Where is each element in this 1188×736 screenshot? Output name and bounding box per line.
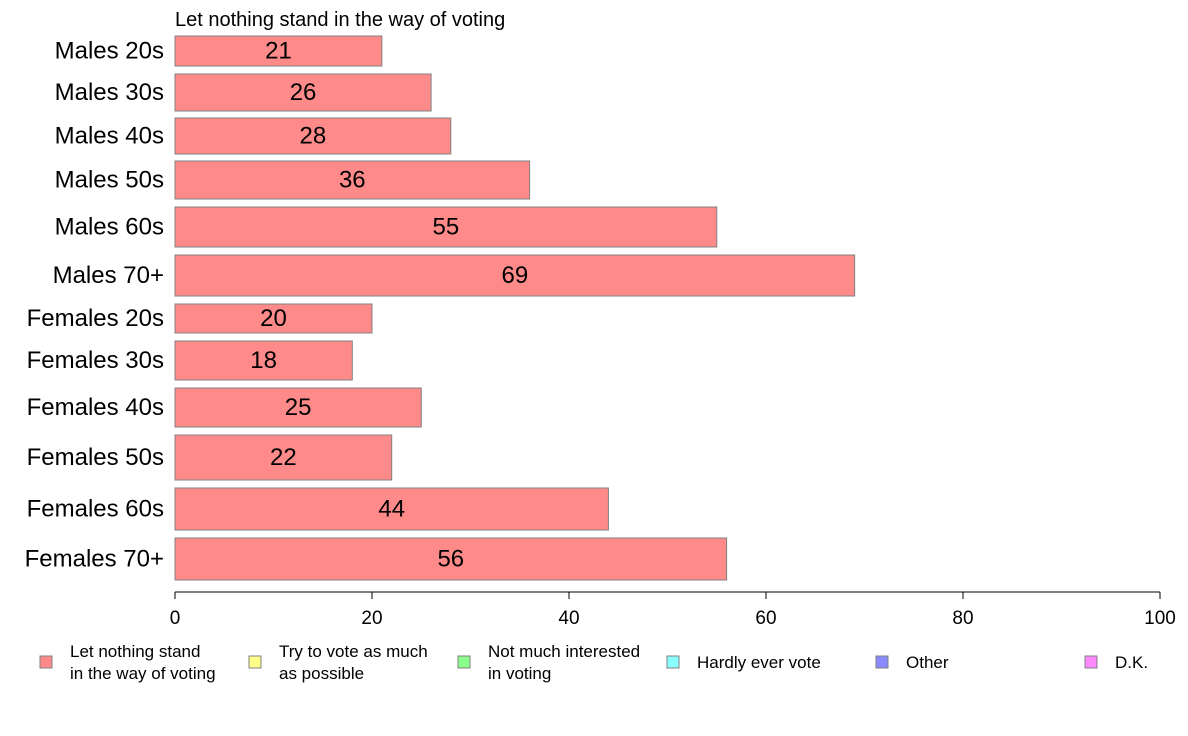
x-tick-label: 0 — [170, 608, 181, 629]
legend-label: Try to vote as much — [279, 642, 428, 661]
legend-label: D.K. — [1115, 653, 1148, 672]
category-label: Females 30s — [27, 347, 164, 374]
bar-females-40s — [174, 387, 422, 428]
category-label: Females 40s — [27, 394, 164, 421]
category-label: Females 50s — [27, 444, 164, 471]
legend-swatch — [457, 655, 471, 669]
legend-swatch — [248, 655, 262, 669]
x-axis: 0 20 40 60 80 100 — [170, 591, 1176, 629]
bar-males-50s — [174, 160, 531, 200]
category-labels: Males 20s Males 30s Males 40s Males 50s Male… — [25, 38, 164, 573]
bar-males-60s — [174, 206, 718, 248]
x-tick-label: 20 — [361, 608, 382, 629]
data-label: 18 — [250, 347, 277, 374]
data-label: 69 — [501, 262, 528, 289]
legend-label: as possible — [279, 664, 364, 683]
bar-males-30s — [174, 73, 432, 112]
x-tick-label: 80 — [952, 608, 973, 629]
bar-females-60s — [174, 487, 609, 531]
data-label: 55 — [433, 214, 460, 241]
legend-label: Not much interested — [488, 642, 640, 661]
legend-label: Hardly ever vote — [697, 653, 821, 672]
legend-swatch — [1084, 655, 1098, 669]
data-label: 22 — [270, 444, 297, 471]
category-label: Males 60s — [55, 214, 164, 241]
x-tick-label: 60 — [755, 608, 776, 629]
legend-label: Let nothing stand — [70, 642, 200, 661]
bar-males-20s — [174, 35, 383, 67]
bar-males-70- — [174, 254, 856, 297]
data-label: 36 — [339, 167, 366, 194]
category-label: Males 30s — [55, 79, 164, 106]
data-label: 56 — [437, 546, 464, 573]
legend-label: in the way of voting — [70, 664, 216, 683]
x-tick-label: 100 — [1144, 608, 1176, 629]
x-tick-label: 40 — [558, 608, 579, 629]
category-label: Males 40s — [55, 123, 164, 150]
legend-label: in voting — [488, 664, 551, 683]
category-label: Males 70+ — [53, 262, 164, 289]
bar-females-70- — [174, 537, 728, 581]
data-label: 21 — [265, 38, 292, 65]
data-label: 28 — [300, 123, 327, 150]
category-label: Females 20s — [27, 305, 164, 332]
data-label: 44 — [378, 496, 405, 523]
legend: Let nothing stand in the way of voting Try… — [39, 642, 1148, 683]
legend-label: Other — [906, 653, 949, 672]
bar-females-20s — [174, 303, 373, 334]
bar-females-30s — [174, 340, 353, 381]
category-label: Males 20s — [55, 38, 164, 65]
category-label: Males 50s — [55, 167, 164, 194]
data-label: 26 — [290, 79, 317, 106]
bars-group: 21 26 28 36 55 69 20 18 25 22 44 56 — [174, 35, 856, 581]
legend-swatch — [666, 655, 680, 669]
legend-swatch — [39, 655, 53, 669]
category-label: Females 60s — [27, 496, 164, 523]
bar-females-50s — [174, 434, 393, 481]
chart-title: Let nothing stand in the way of voting — [175, 9, 505, 31]
bar-males-40s — [174, 117, 452, 155]
data-label: 20 — [260, 305, 287, 332]
legend-swatch — [875, 655, 889, 669]
data-label: 25 — [285, 394, 312, 421]
category-label: Females 70+ — [25, 546, 164, 573]
